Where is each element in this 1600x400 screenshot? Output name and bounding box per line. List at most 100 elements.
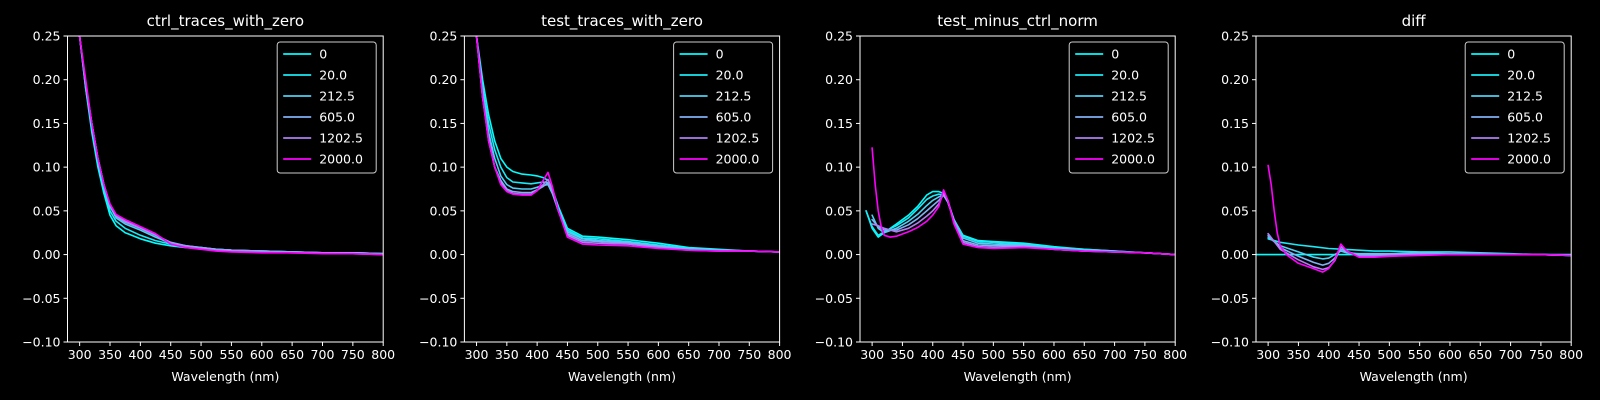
y-tick-label: 0.00 xyxy=(825,247,853,262)
x-tick-label: 550 xyxy=(1408,347,1432,362)
y-tick-label: 0.05 xyxy=(430,203,458,218)
x-tick-label: 800 xyxy=(1163,347,1187,362)
y-tick-label: −0.10 xyxy=(815,335,853,350)
legend-label: 0 xyxy=(319,47,327,62)
legend-label: 20.0 xyxy=(1111,68,1139,83)
y-tick-label: −0.10 xyxy=(1211,335,1249,350)
series-line-1 xyxy=(1267,238,1572,257)
axes-frame xyxy=(67,35,384,343)
legend-label: 605.0 xyxy=(1111,110,1147,125)
x-tick-label: 650 xyxy=(1468,347,1492,362)
y-tick-label: 0.15 xyxy=(33,116,61,131)
x-tick-label: 300 xyxy=(1256,347,1280,362)
legend-label: 0 xyxy=(1507,47,1515,62)
x-tick-label: 400 xyxy=(921,347,945,362)
x-tick-label: 400 xyxy=(1317,347,1341,362)
y-tick-label: 0.20 xyxy=(1221,72,1249,87)
y-tick-label: 0.25 xyxy=(33,29,61,44)
legend-label: 20.0 xyxy=(1507,68,1535,83)
legend-label: 2000.0 xyxy=(716,152,760,167)
x-tick-label: 450 xyxy=(556,347,580,362)
series-line-3 xyxy=(871,194,1176,256)
x-tick-label: 350 xyxy=(98,347,122,362)
x-tick-label: 650 xyxy=(280,347,304,362)
x-tick-label: 550 xyxy=(219,347,243,362)
series-group xyxy=(78,36,384,256)
x-tick-label: 750 xyxy=(737,347,761,362)
series-line-5 xyxy=(871,147,1176,256)
legend-label: 1202.5 xyxy=(1507,131,1551,146)
y-tick-label: −0.10 xyxy=(22,335,60,350)
x-axis-label: Wavelength (nm) xyxy=(964,369,1072,384)
x-tick-label: 500 xyxy=(586,347,610,362)
x-tick-label: 550 xyxy=(1012,347,1036,362)
x-tick-label: 750 xyxy=(341,347,365,362)
x-tick-label: 800 xyxy=(371,347,395,362)
y-tick-label: −0.05 xyxy=(1211,291,1249,306)
legend: 0 20.0 212.5 605.0 1202.5 2000.0 xyxy=(1068,41,1169,174)
chart-title: test_traces_with_zero xyxy=(541,12,703,31)
y-tick-label: 0.05 xyxy=(1221,203,1249,218)
y-tick-label: 0.00 xyxy=(1221,247,1249,262)
legend: 0 20.0 212.5 605.0 1202.5 2000.0 xyxy=(1464,41,1565,174)
series-group xyxy=(1256,164,1572,273)
x-tick-label: 300 xyxy=(465,347,489,362)
series-group xyxy=(475,36,780,253)
y-tick-label: 0.15 xyxy=(1221,116,1249,131)
legend-label: 1202.5 xyxy=(716,131,760,146)
y-tick-label: 0.00 xyxy=(33,247,61,262)
chart-panel: diff Wavelength (nm) 300 350 400 450 500 550 600… xyxy=(1211,12,1583,384)
x-tick-label: 650 xyxy=(677,347,701,362)
x-tick-label: 600 xyxy=(250,347,274,362)
x-tick-label: 750 xyxy=(1133,347,1157,362)
series-line-3 xyxy=(1267,234,1572,266)
y-tick-label: 0.25 xyxy=(825,29,853,44)
chart-title: ctrl_traces_with_zero xyxy=(147,12,304,31)
y-tick-label: 0.25 xyxy=(1221,29,1249,44)
x-tick-label: 400 xyxy=(525,347,549,362)
y-tick-label: 0.20 xyxy=(33,72,61,87)
x-tick-label: 600 xyxy=(1042,347,1066,362)
x-tick-label: 500 xyxy=(1377,347,1401,362)
y-tick-label: 0.05 xyxy=(33,203,61,218)
x-tick-label: 450 xyxy=(951,347,975,362)
legend-label: 212.5 xyxy=(319,89,355,104)
y-tick-label: 0.20 xyxy=(825,72,853,87)
axes-frame xyxy=(463,35,781,343)
legend-label: 605.0 xyxy=(319,110,355,125)
y-tick-label: −0.05 xyxy=(22,291,60,306)
x-tick-label: 350 xyxy=(1287,347,1311,362)
x-tick-label: 300 xyxy=(860,347,884,362)
x-tick-label: 600 xyxy=(1438,347,1462,362)
series-line-5 xyxy=(475,36,780,253)
x-tick-label: 350 xyxy=(495,347,519,362)
axes-frame xyxy=(1255,35,1572,343)
x-tick-label: 500 xyxy=(981,347,1005,362)
x-tick-label: 650 xyxy=(1072,347,1096,362)
y-tick-label: 0.20 xyxy=(430,72,458,87)
legend-label: 0 xyxy=(716,47,724,62)
legend-label: 212.5 xyxy=(1111,89,1147,104)
y-tick-label: −0.05 xyxy=(815,291,853,306)
x-tick-label: 800 xyxy=(768,347,792,362)
x-tick-label: 400 xyxy=(128,347,152,362)
y-tick-label: −0.10 xyxy=(419,335,457,350)
x-tick-label: 550 xyxy=(616,347,640,362)
legend-label: 1202.5 xyxy=(319,131,363,146)
y-tick-label: 0.05 xyxy=(825,203,853,218)
x-tick-label: 800 xyxy=(1559,347,1583,362)
chart-panel: ctrl_traces_with_zero Wavelength (nm) 300 3… xyxy=(22,12,395,384)
x-tick-label: 300 xyxy=(68,347,92,362)
x-tick-label: 700 xyxy=(707,347,731,362)
legend-label: 20.0 xyxy=(319,68,347,83)
legend-label: 605.0 xyxy=(1507,110,1543,125)
chart-title: test_minus_ctrl_norm xyxy=(937,12,1098,31)
y-tick-label: 0.10 xyxy=(33,160,61,175)
x-axis-label: Wavelength (nm) xyxy=(171,369,279,384)
x-axis-label: Wavelength (nm) xyxy=(1360,369,1468,384)
x-tick-label: 450 xyxy=(159,347,183,362)
chart-panel: test_minus_ctrl_norm Wavelength (nm) 300 35… xyxy=(815,12,1187,384)
legend-label: 1202.5 xyxy=(1111,131,1155,146)
legend-label: 605.0 xyxy=(716,110,752,125)
